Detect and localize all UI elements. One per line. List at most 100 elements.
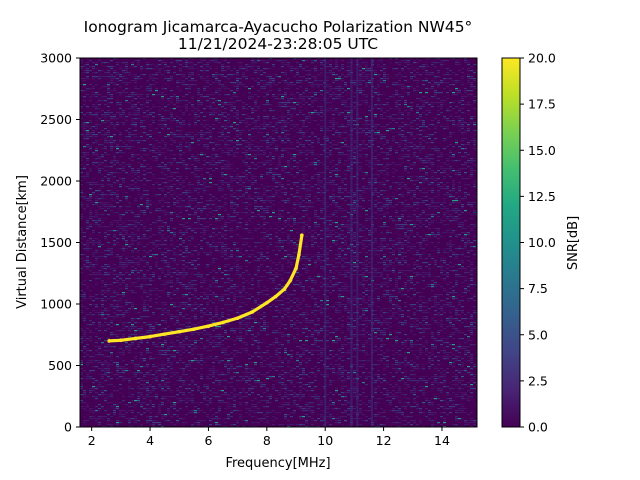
noise-cell [179, 232, 182, 234]
noise-cell [149, 408, 152, 410]
noise-cell [164, 222, 167, 224]
noise-cell [86, 406, 89, 408]
noise-cell [110, 266, 113, 268]
noise-cell [122, 168, 125, 170]
noise-cell [149, 256, 152, 258]
noise-cell [203, 312, 206, 314]
noise-cell [179, 130, 182, 132]
noise-cell [107, 350, 110, 352]
noise-cell [158, 358, 161, 360]
noise-cell [122, 352, 125, 354]
noise-cell [233, 116, 236, 118]
noise-cell [101, 206, 104, 208]
noise-cell [251, 328, 254, 330]
noise-cell [140, 354, 143, 356]
noise-cell [137, 62, 140, 64]
noise-cell [83, 394, 86, 396]
noise-cell [206, 310, 209, 312]
noise-cell [122, 152, 125, 154]
noise-cell [92, 184, 95, 186]
noise-cell [113, 244, 116, 246]
noise-cell [170, 356, 173, 358]
noise-cell [257, 282, 260, 284]
noise-cell [146, 260, 149, 262]
noise-cell [230, 284, 233, 286]
noise-cell [89, 242, 92, 244]
noise-cell [251, 338, 254, 340]
noise-cell [212, 60, 215, 62]
noise-cell [197, 244, 200, 246]
noise-cell [146, 148, 149, 150]
noise-cell [233, 404, 236, 406]
noise-cell [179, 220, 182, 222]
noise-cell [188, 76, 191, 78]
noise-cell [119, 376, 122, 378]
noise-cell [236, 312, 239, 314]
noise-cell [176, 316, 179, 318]
noise-cell [188, 346, 191, 348]
noise-cell [257, 298, 260, 300]
noise-cell [254, 104, 257, 106]
noise-cell [167, 314, 170, 316]
noise-cell [104, 204, 107, 206]
noise-cell [257, 210, 260, 212]
noise-cell [152, 152, 155, 154]
noise-cell [98, 88, 101, 90]
noise-cell [83, 70, 86, 72]
noise-cell [80, 78, 83, 80]
noise-cell [131, 232, 134, 234]
noise-cell [242, 172, 245, 174]
noise-cell [101, 266, 104, 268]
noise-cell [173, 120, 176, 122]
noise-cell [140, 148, 143, 150]
noise-cell [101, 198, 104, 200]
noise-cell [95, 154, 98, 156]
noise-cell [92, 386, 95, 388]
noise-cell [119, 164, 122, 166]
noise-cell [125, 342, 128, 344]
noise-cell [167, 258, 170, 260]
noise-cell [137, 238, 140, 240]
noise-cell [248, 380, 251, 382]
noise-cell [254, 180, 257, 182]
noise-cell [143, 206, 146, 208]
noise-cell [140, 404, 143, 406]
noise-cell [191, 350, 194, 352]
noise-cell [83, 408, 86, 410]
noise-cell [200, 96, 203, 98]
noise-cell [197, 138, 200, 140]
noise-cell [221, 298, 224, 300]
noise-cell [104, 208, 107, 210]
noise-cell [212, 92, 215, 94]
noise-cell [242, 242, 245, 244]
noise-cell [224, 244, 227, 246]
noise-cell [221, 74, 224, 76]
noise-cell [194, 290, 197, 292]
noise-cell [119, 420, 122, 422]
noise-cell [158, 330, 161, 332]
noise-cell [161, 200, 164, 202]
noise-cell [257, 196, 260, 198]
noise-cell [122, 230, 125, 232]
noise-cell [224, 142, 227, 144]
noise-cell [221, 350, 224, 352]
noise-cell [191, 198, 194, 200]
noise-cell [113, 386, 116, 388]
noise-cell [95, 136, 98, 138]
noise-cell [251, 322, 254, 324]
noise-cell [227, 118, 230, 120]
noise-cell [179, 278, 182, 280]
noise-cell [245, 202, 248, 204]
noise-cell [131, 260, 134, 262]
noise-cell [116, 286, 119, 288]
noise-cell [176, 306, 179, 308]
noise-cell [95, 406, 98, 408]
noise-cell [182, 112, 185, 114]
noise-cell [134, 322, 137, 324]
noise-cell [155, 290, 158, 292]
noise-cell [224, 146, 227, 148]
noise-cell [155, 378, 158, 380]
noise-cell [179, 102, 182, 104]
noise-cell [101, 114, 104, 116]
noise-cell [158, 178, 161, 180]
